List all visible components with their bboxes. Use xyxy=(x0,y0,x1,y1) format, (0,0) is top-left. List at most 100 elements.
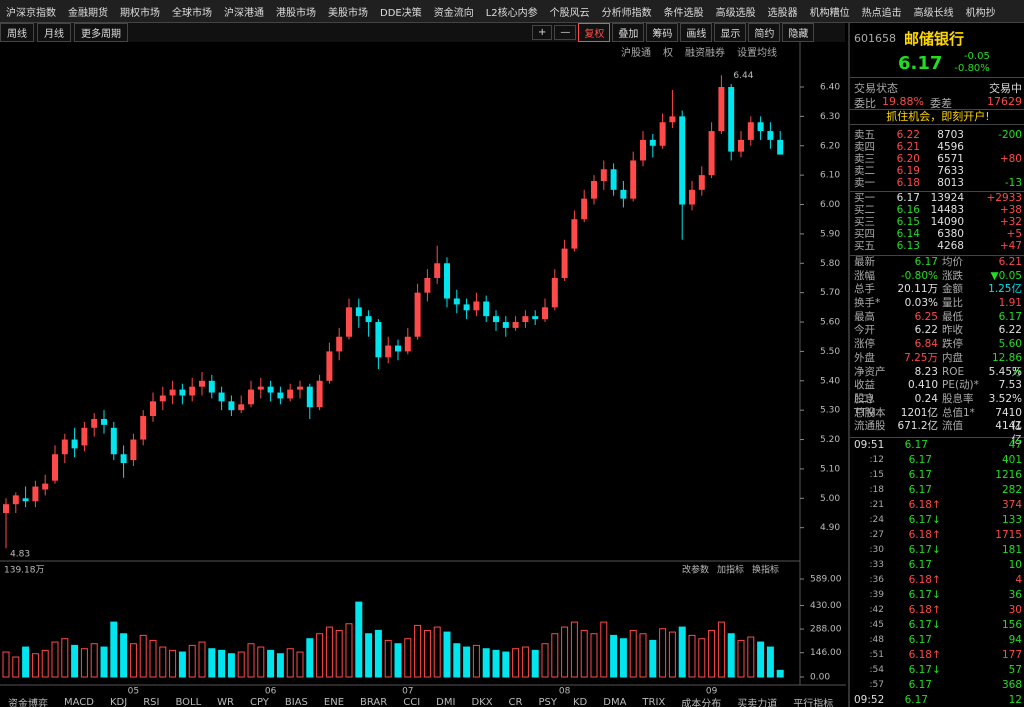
indicator-tab[interactable]: 模板 xyxy=(841,697,845,707)
toolbar-button[interactable]: 隐藏 xyxy=(782,23,815,42)
menu-item[interactable]: 美股市场 xyxy=(328,7,368,19)
toolbar-button[interactable]: 显示 xyxy=(714,23,747,42)
trade-row: :18 6.17 282 xyxy=(850,483,1024,498)
indicator-tab[interactable]: DKX xyxy=(471,697,493,707)
candle-body xyxy=(169,389,176,396)
stat-value: 1.91 xyxy=(998,297,1022,310)
sub-button[interactable]: 设置均线 xyxy=(737,47,777,59)
indicator-tab[interactable]: KD xyxy=(572,697,588,707)
menu-item[interactable]: 沪深京指数 xyxy=(6,7,56,19)
menu-item[interactable]: 资金流向 xyxy=(433,7,474,19)
indicator-tab[interactable]: KDJ xyxy=(109,697,128,707)
volume-bar xyxy=(678,626,686,678)
sub-button[interactable]: 沪股通 xyxy=(621,47,651,59)
indicator-tab[interactable]: TRIX xyxy=(642,697,666,707)
indicator-tab[interactable]: BRAR xyxy=(360,697,388,707)
indicator-tab[interactable]: BIAS xyxy=(284,697,308,707)
indicator-tab[interactable]: MACD xyxy=(64,697,94,707)
indicator-tab[interactable]: 平行指标 xyxy=(793,698,834,707)
volume-bar xyxy=(766,646,774,678)
trade-volume: 1216 xyxy=(995,468,1022,481)
menu-item[interactable]: 高级选股 xyxy=(715,7,756,19)
volume-button[interactable]: 加指标 xyxy=(717,564,744,576)
candle-body xyxy=(542,307,548,320)
trade-dir-cell: ↓ xyxy=(932,543,944,558)
volume-button[interactable]: 换指标 xyxy=(752,564,779,576)
indicator-tab[interactable]: DMI xyxy=(436,697,456,707)
menu-item[interactable]: 选股器 xyxy=(767,7,798,19)
candle-body xyxy=(679,116,686,205)
indicator-tab[interactable]: PSY xyxy=(538,697,557,707)
indicator-tab[interactable]: BOLL xyxy=(175,697,202,707)
menu-item[interactable]: 热点追击 xyxy=(861,7,902,19)
volume-bar xyxy=(129,643,137,678)
stat-label: 外盘 xyxy=(854,351,875,364)
menu-item[interactable]: 沪深港通 xyxy=(224,7,264,19)
order-label: 买三 xyxy=(854,216,875,228)
indicator-tab[interactable]: WR xyxy=(217,697,234,707)
toolbar-button[interactable]: + xyxy=(532,25,553,40)
trade-row: 09:51 6.17 47 xyxy=(850,438,1024,453)
toolbar: 周线 月线 更多周期 xyxy=(0,23,845,42)
toolbar-button[interactable]: 画线 xyxy=(680,23,713,42)
trade-direction: ↑ xyxy=(932,573,941,586)
menu-item[interactable]: L2核心内参 xyxy=(485,7,538,19)
indicator-tab[interactable]: 资金博弈 xyxy=(8,698,48,707)
volume-button[interactable]: 改参数 xyxy=(682,564,709,576)
menu-item[interactable]: 机构抄 xyxy=(965,7,996,19)
volume-bar xyxy=(610,634,618,678)
toolbar-button[interactable]: 周线 xyxy=(0,23,34,42)
menu-item[interactable]: 条件选股 xyxy=(663,7,704,19)
menu-item[interactable]: 港股市场 xyxy=(276,7,316,19)
indicator-tab[interactable]: 成本分布 xyxy=(681,698,722,707)
toolbar-button[interactable]: 月线 xyxy=(37,23,71,42)
volume-bar xyxy=(218,649,226,678)
toolbar-button[interactable]: — xyxy=(554,25,577,40)
toolbar-button[interactable]: 简约 xyxy=(748,23,781,42)
indicator-tab[interactable]: DMA xyxy=(603,697,627,707)
indicator-tab[interactable]: 买卖力道 xyxy=(737,698,778,707)
indicator-tab[interactable]: CPY xyxy=(250,697,269,707)
indicator-tab[interactable]: CR xyxy=(508,697,523,707)
sub-button[interactable]: 权 xyxy=(663,47,673,59)
trade-volume: 4 xyxy=(1015,573,1022,586)
stat-row: 换手* 0.03% 量比 1.91 xyxy=(850,297,1024,311)
indicator-tab[interactable]: CCI xyxy=(403,697,421,707)
order-label: 买四 xyxy=(854,228,875,240)
indicator-tab[interactable]: RSI xyxy=(143,697,160,707)
toolbar-button[interactable]: 筹码 xyxy=(646,23,679,42)
menu-item[interactable]: 分析师指数 xyxy=(601,7,652,19)
candle-body xyxy=(22,498,29,502)
order-change: +32 xyxy=(999,216,1022,228)
candle-body xyxy=(473,301,480,311)
volume-bar xyxy=(110,621,118,678)
stat-value: 0.03% xyxy=(904,297,938,310)
x-tick-label: 06 xyxy=(265,687,277,697)
menu-item[interactable]: 高级长线 xyxy=(913,7,954,19)
indicator-tab[interactable]: ENE xyxy=(323,697,345,707)
trade-price: 6.17 xyxy=(908,468,932,481)
menu-item[interactable]: 全球市场 xyxy=(172,7,212,19)
toolbar-button[interactable]: 叠加 xyxy=(612,23,645,42)
trade-dir-cell: ↓ xyxy=(932,618,944,633)
order-volume: 6571 xyxy=(937,153,964,165)
toolbar-button[interactable]: 更多周期 xyxy=(74,23,128,42)
volume-bar xyxy=(169,649,177,678)
open-account-banner[interactable]: 抓住机会，即刻开户! xyxy=(850,109,1024,125)
menu-item[interactable]: 个股风云 xyxy=(549,7,590,19)
sub-button[interactable]: 融资融券 xyxy=(685,47,725,59)
volume-bar xyxy=(296,651,304,678)
volume-bar xyxy=(41,649,49,678)
volume-bar xyxy=(90,643,98,678)
label: 委比 xyxy=(854,97,876,110)
menu-item[interactable]: DDE决策 xyxy=(380,7,422,19)
last-price: 6.17 xyxy=(898,52,943,74)
menu-item[interactable]: 金融期货 xyxy=(68,7,108,19)
candle-body xyxy=(248,389,254,405)
volume-bar xyxy=(776,669,784,678)
toolbar-button[interactable]: 复权 xyxy=(578,23,611,42)
candle-body xyxy=(208,380,215,393)
menu-item[interactable]: 机构糟位 xyxy=(809,7,850,19)
order-label: 买一 xyxy=(854,192,875,204)
menu-item[interactable]: 期权市场 xyxy=(120,7,160,19)
